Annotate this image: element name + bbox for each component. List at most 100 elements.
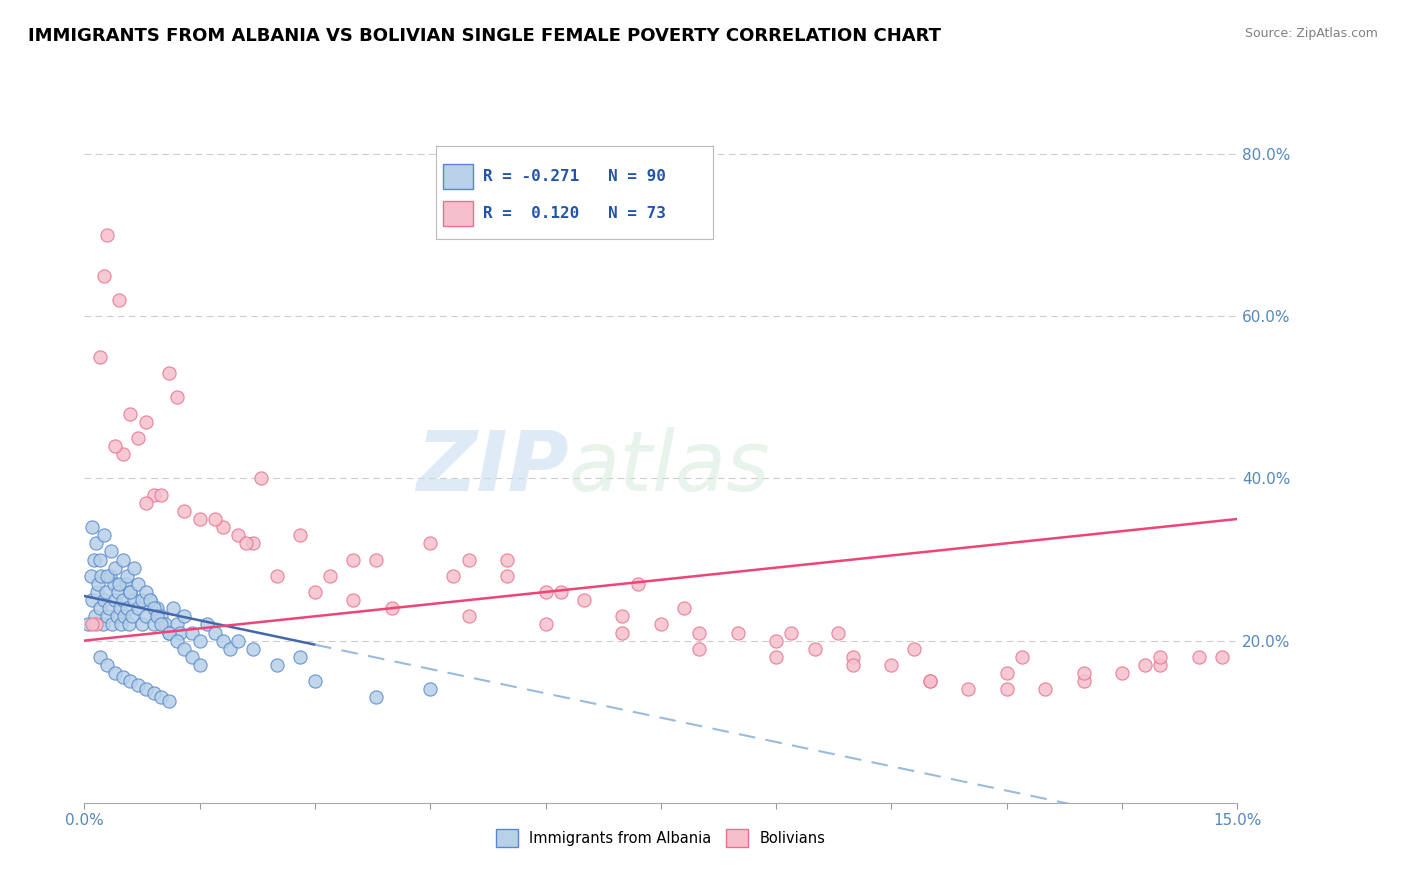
Point: [342, 552, 364, 566]
Point: [142, 617, 165, 632]
Point: [135, 585, 157, 599]
Point: [842, 649, 865, 664]
Text: ZIP: ZIP: [416, 427, 568, 508]
Point: [1111, 666, 1133, 681]
Point: [366, 552, 388, 566]
Point: [120, 585, 142, 599]
Point: [166, 617, 188, 632]
Point: [572, 593, 595, 607]
Point: [995, 666, 1018, 681]
Point: [104, 560, 127, 574]
Point: [1211, 649, 1233, 664]
Point: [107, 585, 129, 599]
Point: [108, 577, 131, 591]
Point: [120, 674, 142, 689]
Point: [142, 601, 165, 615]
Point: [496, 552, 519, 566]
Point: [457, 552, 479, 566]
Point: [80, 520, 103, 534]
Point: [153, 617, 176, 632]
Point: [93, 593, 115, 607]
Point: [120, 585, 142, 599]
Text: IMMIGRANTS FROM ALBANIA VS BOLIVIAN SINGLE FEMALE POVERTY CORRELATION CHART: IMMIGRANTS FROM ALBANIA VS BOLIVIAN SING…: [28, 27, 941, 45]
Point: [765, 633, 787, 648]
Point: [780, 625, 803, 640]
Point: [94, 585, 117, 599]
Point: [80, 617, 103, 632]
Point: [105, 609, 128, 624]
Point: [131, 593, 153, 607]
Point: [188, 633, 211, 648]
Point: [84, 617, 107, 632]
Point: [1133, 657, 1156, 672]
Point: [157, 366, 180, 380]
Text: Source: ZipAtlas.com: Source: ZipAtlas.com: [1244, 27, 1378, 40]
Point: [89, 601, 111, 615]
Point: [266, 568, 288, 582]
Point: [96, 228, 118, 243]
Point: [100, 544, 122, 558]
Point: [204, 512, 226, 526]
Point: [83, 552, 105, 566]
Point: [1149, 649, 1171, 664]
Point: [87, 577, 110, 591]
Point: [457, 609, 479, 624]
Point: [550, 585, 572, 599]
Point: [266, 657, 288, 672]
Point: [1033, 682, 1056, 697]
Point: [288, 649, 311, 664]
Point: [157, 625, 180, 640]
Point: [918, 674, 941, 689]
Point: [96, 568, 118, 582]
Legend: Immigrants from Albania, Bolivians: Immigrants from Albania, Bolivians: [491, 823, 831, 853]
Point: [150, 609, 173, 624]
Point: [124, 593, 146, 607]
Point: [242, 536, 264, 550]
Point: [157, 625, 180, 640]
Point: [146, 601, 169, 615]
Point: [342, 593, 364, 607]
Point: [366, 690, 388, 705]
Point: [162, 601, 184, 615]
Point: [110, 617, 132, 632]
Point: [381, 601, 404, 615]
Point: [127, 431, 149, 445]
Point: [880, 657, 903, 672]
Point: [115, 577, 138, 591]
Point: [120, 407, 142, 421]
Point: [146, 609, 169, 624]
Point: [1011, 649, 1033, 664]
Point: [127, 678, 149, 692]
Point: [104, 666, 127, 681]
Point: [903, 641, 925, 656]
Point: [89, 350, 111, 364]
Point: [111, 593, 134, 607]
Point: [166, 390, 188, 404]
Point: [124, 560, 146, 574]
Point: [288, 528, 311, 542]
Point: [534, 585, 557, 599]
Point: [111, 447, 134, 461]
Point: [173, 641, 195, 656]
Point: [97, 601, 120, 615]
Point: [419, 536, 441, 550]
Point: [803, 641, 825, 656]
Point: [79, 568, 101, 582]
Point: [131, 617, 153, 632]
Point: [142, 686, 165, 700]
Point: [135, 682, 157, 697]
Point: [111, 670, 134, 684]
Point: [142, 488, 165, 502]
Text: atlas: atlas: [568, 427, 770, 508]
Point: [138, 593, 160, 607]
Point: [135, 415, 157, 429]
Point: [157, 694, 180, 708]
Point: [84, 536, 107, 550]
Point: [219, 641, 242, 656]
Point: [118, 617, 141, 632]
Point: [138, 593, 160, 607]
Point: [211, 633, 233, 648]
Point: [441, 568, 464, 582]
Point: [96, 657, 118, 672]
Point: [918, 674, 941, 689]
